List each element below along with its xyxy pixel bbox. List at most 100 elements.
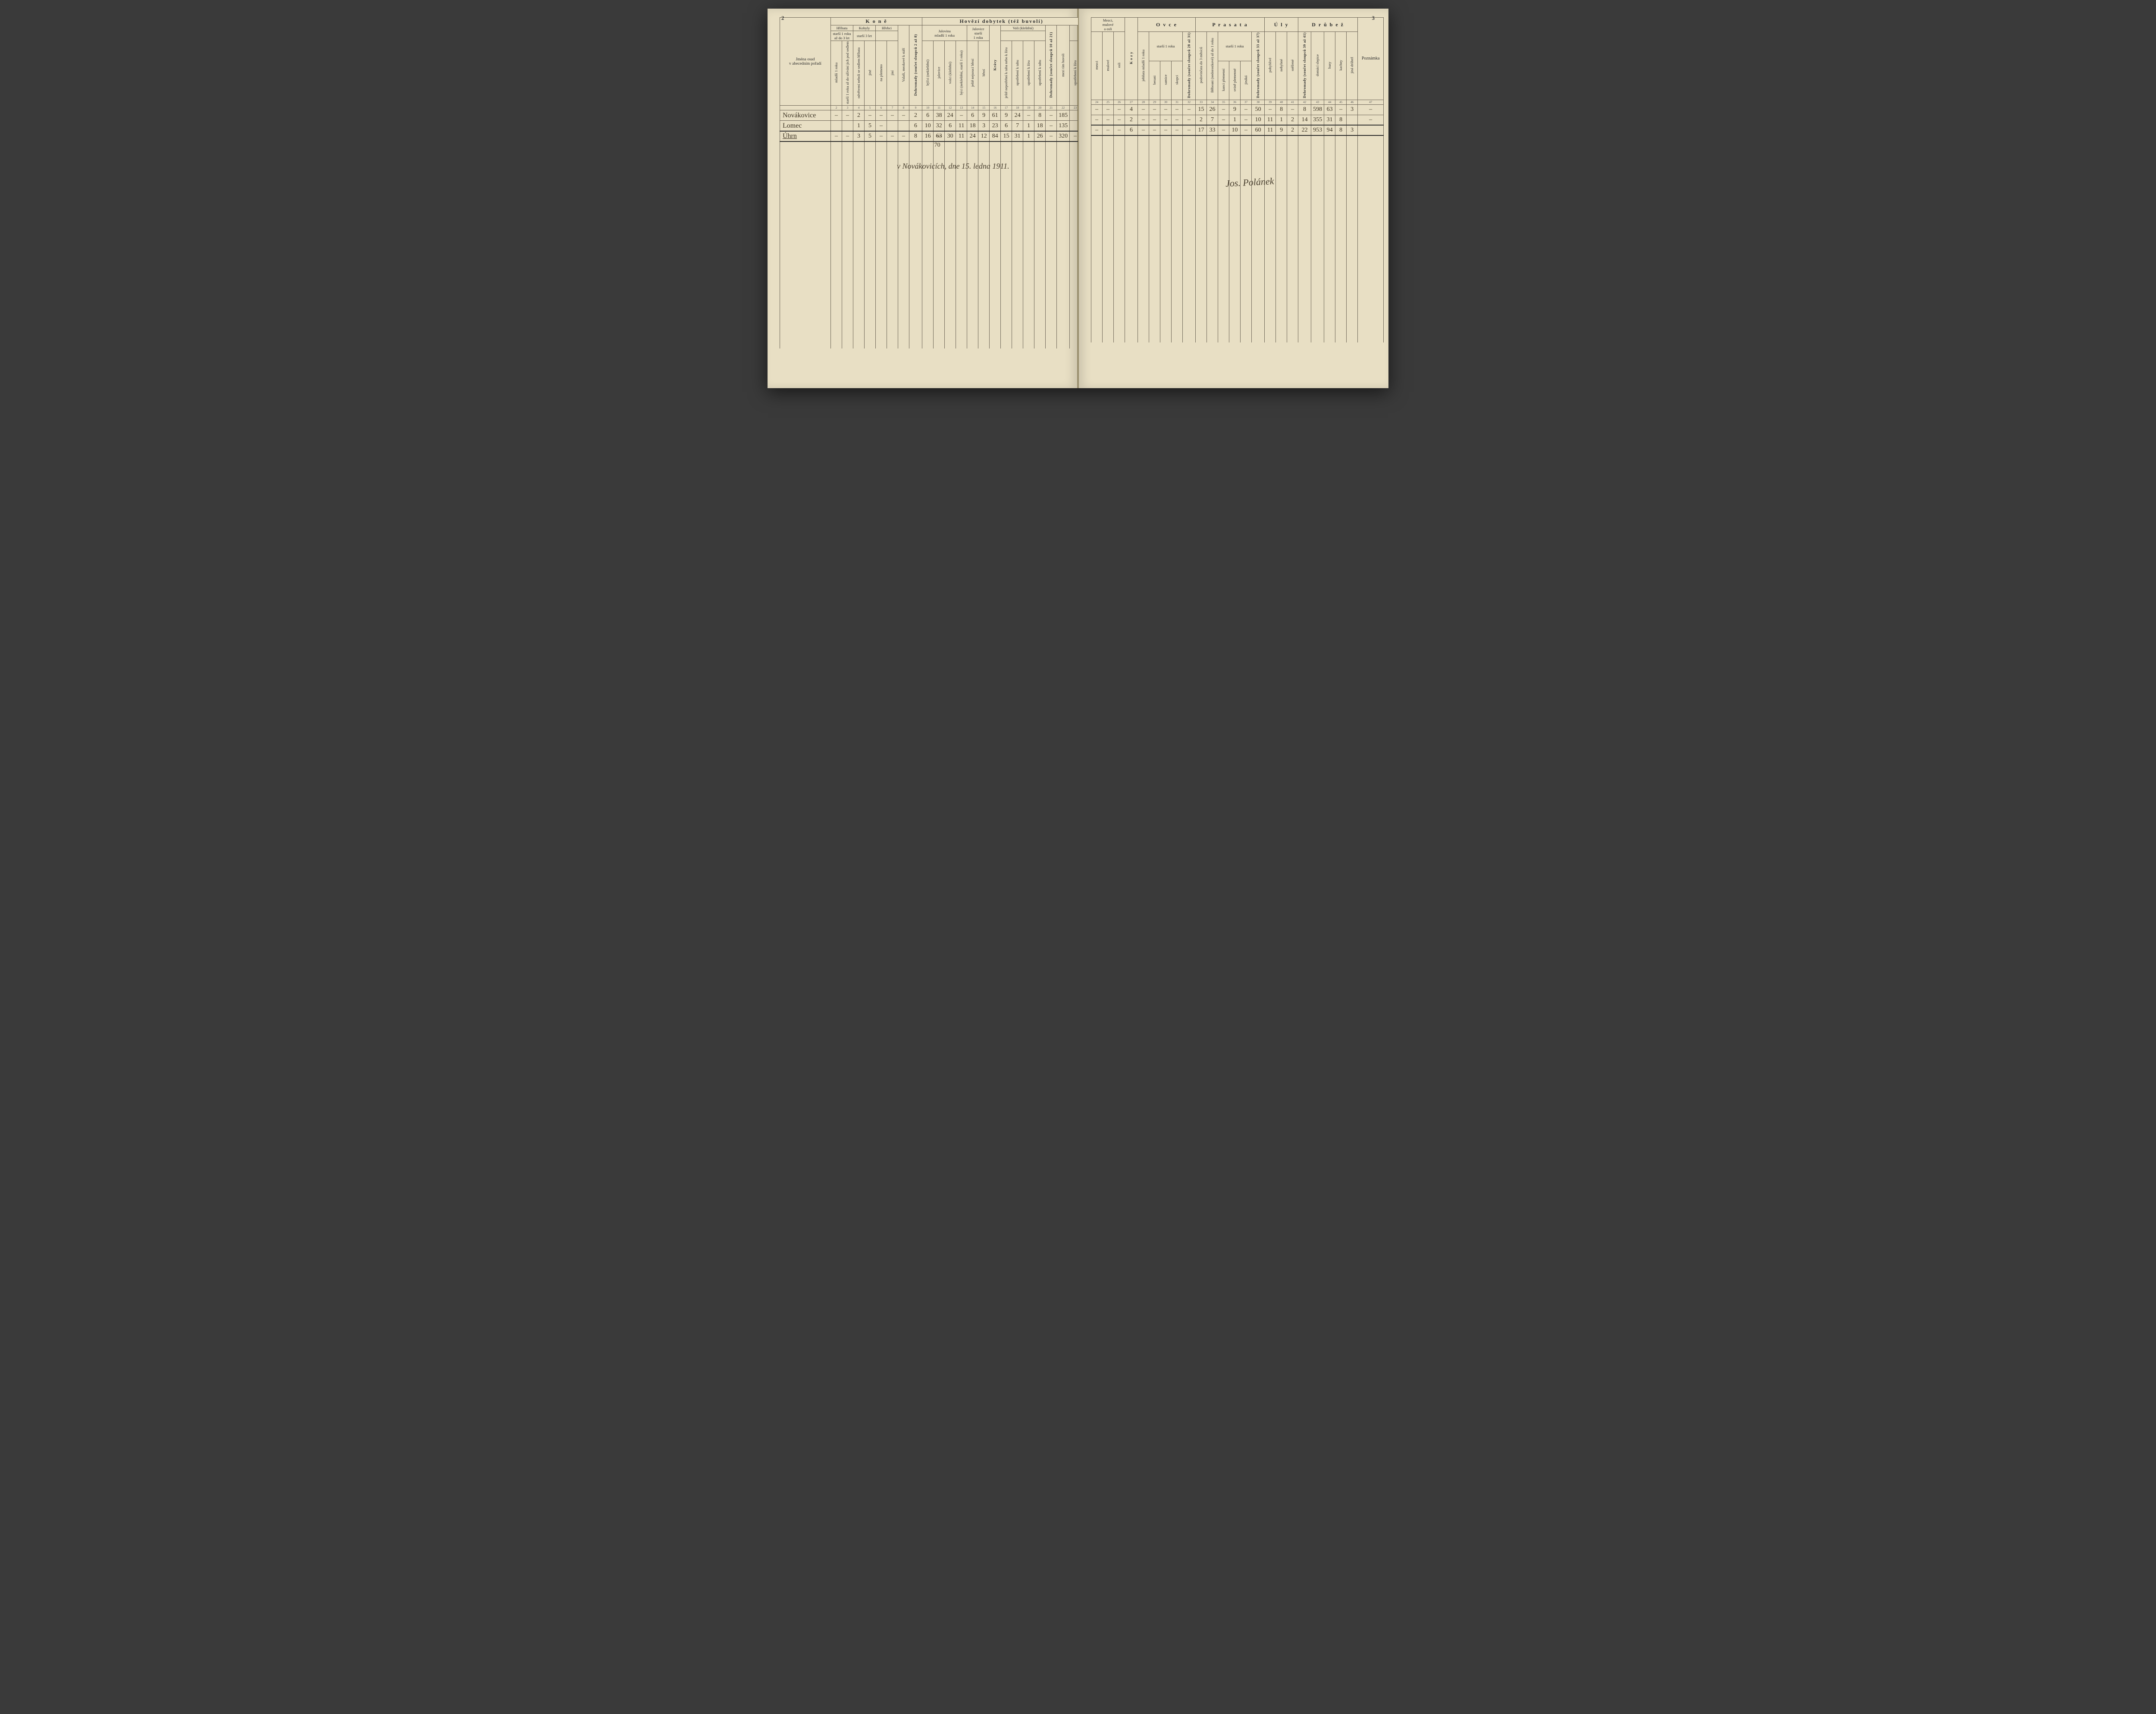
cell — [1034, 245, 1046, 255]
cell — [831, 193, 842, 204]
cell: 5 — [865, 121, 876, 131]
cell — [909, 204, 922, 214]
cell: 8 — [909, 131, 922, 141]
cell: 11 — [956, 121, 967, 131]
cell — [1311, 166, 1324, 177]
cell — [876, 307, 887, 317]
cell — [887, 307, 898, 317]
cell — [1324, 270, 1335, 280]
cell — [865, 307, 876, 317]
cell — [1001, 266, 1012, 276]
cell — [1196, 311, 1207, 322]
cell — [1183, 177, 1196, 187]
cell — [909, 235, 922, 245]
cell — [1183, 322, 1196, 332]
cell: 15 — [1196, 104, 1207, 115]
cell — [1218, 280, 1229, 291]
cell — [1311, 280, 1324, 291]
cell: – — [1103, 115, 1114, 125]
col-number: 38 — [1252, 100, 1265, 104]
cell — [1160, 198, 1172, 208]
vhead: domácí slepice — [1311, 32, 1324, 100]
table-row — [780, 266, 1081, 276]
cell — [887, 266, 898, 276]
cell — [1287, 229, 1298, 239]
cell — [1125, 301, 1138, 311]
cell — [990, 193, 1001, 204]
section-head: K o n ě — [831, 18, 922, 25]
cell — [909, 224, 922, 235]
cell — [909, 328, 922, 338]
cell — [898, 183, 909, 193]
cell — [1276, 249, 1287, 260]
cell — [865, 183, 876, 193]
cell — [1001, 214, 1012, 224]
cell: – — [865, 110, 876, 121]
cell — [1023, 286, 1034, 297]
table-row — [1091, 280, 1384, 291]
cell — [853, 338, 865, 348]
cell — [1265, 218, 1276, 229]
cell — [1125, 208, 1138, 218]
cell — [1183, 208, 1196, 218]
cell — [1114, 208, 1125, 218]
cell — [1012, 266, 1023, 276]
cell — [1196, 270, 1207, 280]
cell — [1265, 332, 1276, 342]
cell — [1046, 214, 1057, 224]
cell — [1012, 173, 1023, 183]
cell — [1001, 141, 1012, 152]
cell — [1034, 173, 1046, 183]
cell — [887, 276, 898, 286]
cell — [1114, 229, 1125, 239]
cell — [1034, 224, 1046, 235]
cell: 18 — [967, 121, 978, 131]
cell — [945, 276, 956, 286]
cell — [842, 235, 853, 245]
cell: 12 — [978, 131, 990, 141]
cell — [1125, 198, 1138, 208]
cell — [887, 255, 898, 266]
cell — [853, 266, 865, 276]
cell — [1138, 218, 1149, 229]
cell — [1103, 249, 1114, 260]
cell — [1149, 301, 1160, 311]
col-number: 30 — [1160, 100, 1172, 104]
cell — [1091, 239, 1103, 249]
cell — [1125, 280, 1138, 291]
table-row — [1091, 135, 1384, 146]
cell — [1229, 239, 1241, 249]
cell — [1057, 297, 1070, 307]
cell: 1 — [1229, 115, 1241, 125]
cell — [1276, 177, 1287, 187]
cell: – — [1265, 104, 1276, 115]
cell — [1335, 260, 1347, 270]
cell — [1324, 166, 1335, 177]
cell: – — [1172, 115, 1183, 125]
cell — [876, 245, 887, 255]
cell — [1046, 152, 1057, 162]
cell — [922, 235, 934, 245]
cell — [967, 235, 978, 245]
cell — [1023, 297, 1034, 307]
cell — [865, 204, 876, 214]
cell — [1034, 276, 1046, 286]
cell — [909, 297, 922, 307]
cell: – — [1091, 104, 1103, 115]
cell — [1196, 332, 1207, 342]
cell — [1218, 322, 1229, 332]
cell — [1023, 338, 1034, 348]
cell — [1347, 311, 1358, 322]
table-row — [780, 297, 1081, 307]
cell — [978, 266, 990, 276]
cell — [1138, 322, 1149, 332]
cell — [1218, 156, 1229, 166]
vhead: husy — [1324, 32, 1335, 100]
cell — [1298, 146, 1311, 156]
col-number: 12 — [945, 106, 956, 110]
table-row — [780, 193, 1081, 204]
cell: 2 — [1125, 115, 1138, 125]
cell — [1347, 218, 1358, 229]
cell — [1138, 135, 1149, 146]
cell — [1358, 249, 1384, 260]
